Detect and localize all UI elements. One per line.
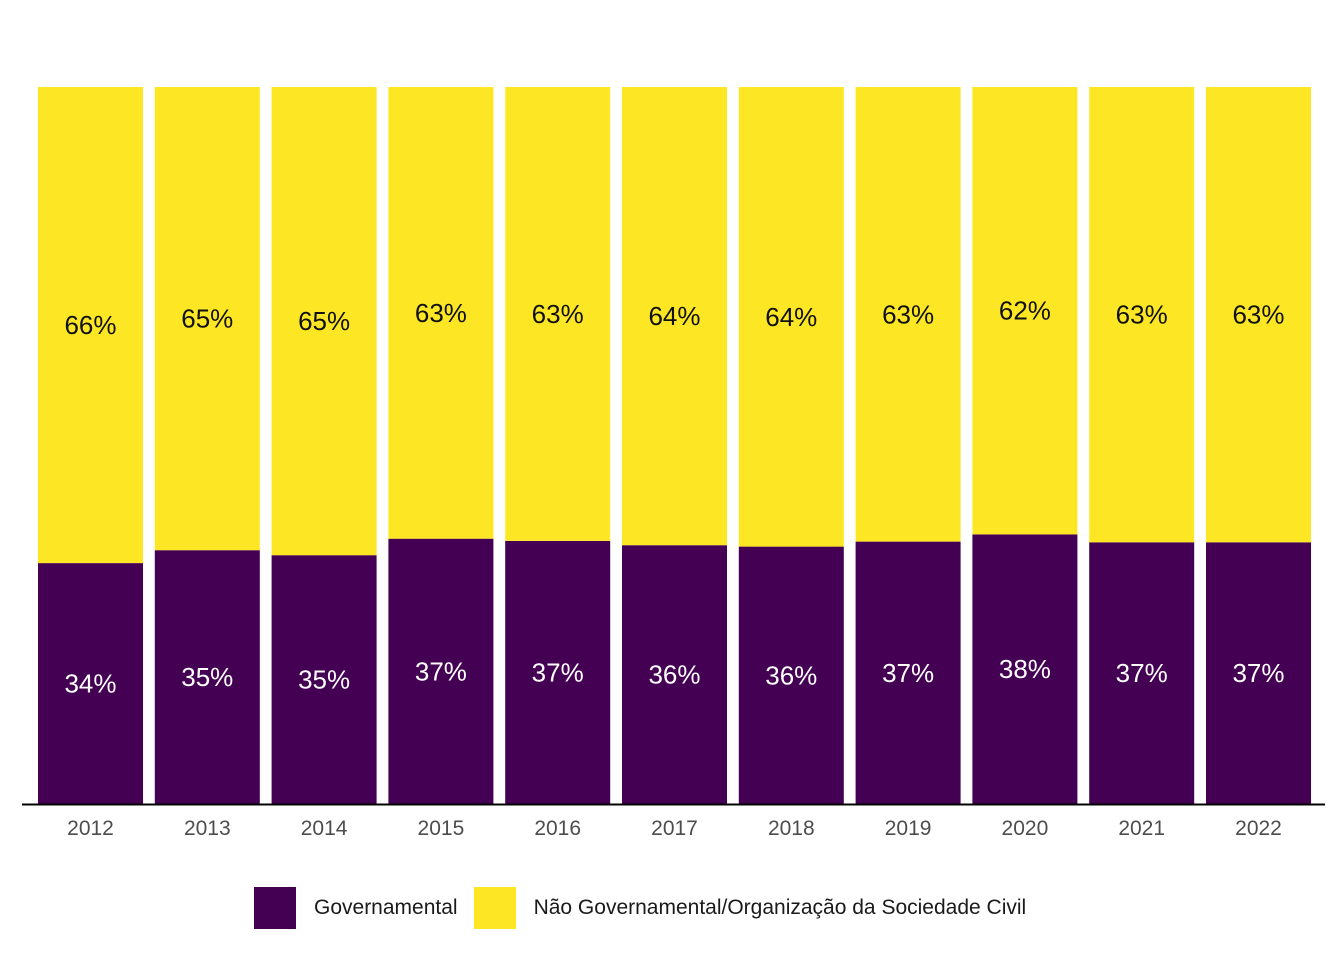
x-tick-label-2015: 2015 (418, 817, 465, 840)
bar-governamental-2016 (505, 540, 611, 804)
x-tick-label-2013: 2013 (184, 817, 231, 840)
bar-governamental-2020 (972, 534, 1078, 804)
data-label-governamental-2013: 35% (181, 662, 233, 692)
data-label-governamental-2017: 36% (648, 660, 700, 690)
bar-governamental-2019 (855, 541, 961, 804)
data-label-governamental-2016: 37% (532, 657, 584, 687)
data-label-nao-governamental-2017: 64% (648, 301, 700, 331)
data-label-nao-governamental-2020: 62% (999, 296, 1051, 326)
data-label-nao-governamental-2019: 63% (882, 299, 934, 329)
x-tick-label-2016: 2016 (534, 817, 581, 840)
data-label-governamental-2014: 35% (298, 665, 350, 695)
bar-nao-governamental-2012 (38, 87, 143, 564)
x-tick-label-2019: 2019 (885, 817, 932, 840)
data-label-nao-governamental-2022: 63% (1232, 300, 1284, 330)
x-tick-label-2020: 2020 (1002, 817, 1049, 840)
data-label-governamental-2019: 37% (882, 658, 934, 688)
x-tick-label-2021: 2021 (1118, 817, 1165, 840)
data-label-nao-governamental-2018: 64% (765, 302, 817, 332)
bars-layer (38, 87, 1311, 804)
legend-label-nao-governamental: Não Governamental/Organização da Socieda… (533, 896, 1027, 919)
x-tick-label-2018: 2018 (768, 817, 815, 840)
bar-nao-governamental-2013 (154, 87, 260, 551)
legend-swatch-governamental (254, 887, 296, 929)
bar-nao-governamental-2016 (505, 87, 611, 541)
bar-governamental-2015 (388, 538, 494, 804)
x-tick-label-2022: 2022 (1235, 817, 1282, 840)
bar-governamental-2017 (622, 545, 727, 804)
bar-governamental-2022 (1206, 542, 1311, 804)
data-label-governamental-2015: 37% (415, 656, 467, 686)
bar-nao-governamental-2022 (1206, 87, 1311, 543)
data-label-nao-governamental-2013: 65% (181, 304, 233, 334)
bar-nao-governamental-2014 (271, 87, 377, 556)
data-labels-layer: 34% 66% 35% 65% 35% 65% 37% 63% 37% 63% 36% 64% 36% 6… (64, 296, 1284, 699)
bar-governamental-2021 (1089, 542, 1195, 804)
data-label-governamental-2021: 37% (1116, 658, 1168, 688)
data-label-nao-governamental-2012: 66% (64, 310, 116, 340)
data-label-governamental-2012: 34% (64, 669, 116, 699)
bar-nao-governamental-2015 (388, 87, 494, 539)
legend: Governamental Não Governamental/Organiza… (254, 886, 1042, 930)
x-tick-labels: 2012 2013 2014 2015 2016 2017 2018 2019 2020 2021… (67, 817, 1282, 840)
legend-item-nao-governamental: Não Governamental/Organização da Socieda… (473, 887, 1027, 929)
legend-label-governamental: Governamental (314, 896, 458, 919)
bar-nao-governamental-2017 (622, 87, 727, 546)
bar-nao-governamental-2019 (855, 87, 961, 542)
data-label-nao-governamental-2016: 63% (532, 299, 584, 329)
legend-swatch-nao-governamental (473, 887, 516, 929)
x-tick-label-2012: 2012 (67, 817, 114, 840)
bar-governamental-2014 (271, 555, 377, 804)
data-label-nao-governamental-2015: 63% (415, 298, 467, 328)
x-tick-label-2014: 2014 (301, 817, 348, 840)
x-tick-label-2017: 2017 (651, 817, 698, 840)
data-label-governamental-2018: 36% (765, 660, 817, 690)
bar-governamental-2018 (738, 546, 844, 804)
data-label-governamental-2022: 37% (1232, 658, 1284, 688)
legend-item-governamental: Governamental (254, 887, 458, 929)
bar-nao-governamental-2020 (972, 87, 1078, 535)
bar-nao-governamental-2021 (1089, 87, 1195, 543)
data-label-nao-governamental-2014: 65% (298, 306, 350, 336)
bar-governamental-2012 (38, 563, 143, 804)
data-label-nao-governamental-2021: 63% (1116, 300, 1168, 330)
data-label-governamental-2020: 38% (999, 654, 1051, 684)
bar-nao-governamental-2018 (738, 87, 844, 547)
bar-governamental-2013 (154, 550, 260, 804)
